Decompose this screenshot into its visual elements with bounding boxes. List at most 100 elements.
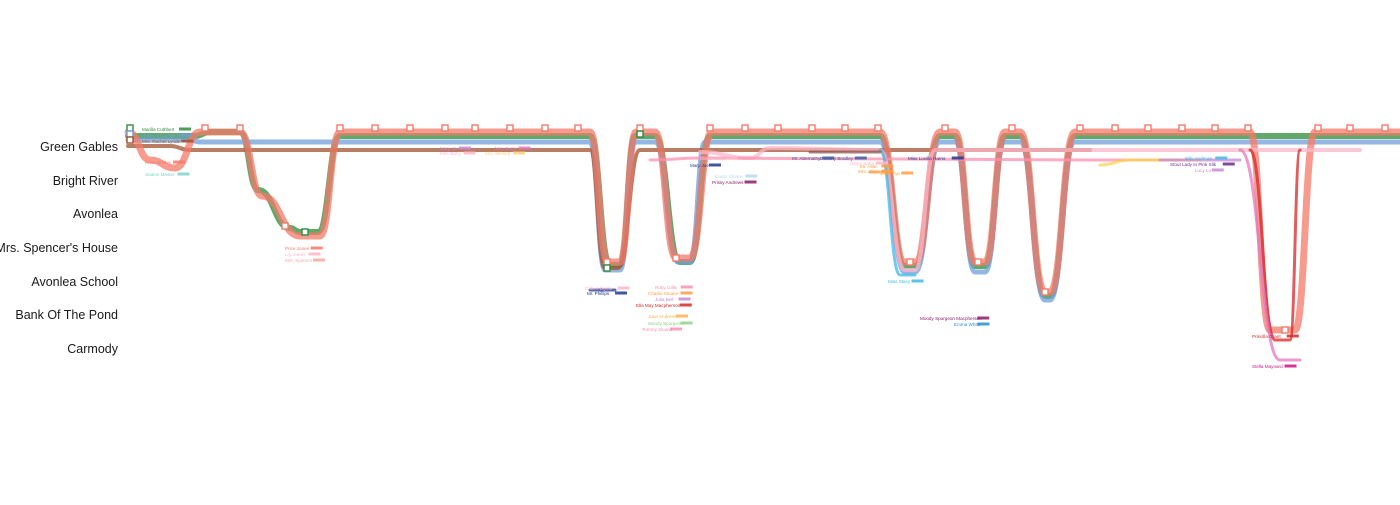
scene-marker-14 xyxy=(574,124,582,132)
character-bar-mr-allan-25 xyxy=(881,164,894,168)
character-bar-price-jones-5 xyxy=(310,246,323,250)
character-label-mrs-rachel-lynde-2: Mrs. Rachel Lynde xyxy=(142,139,181,144)
character-bar-lucy-lo-37 xyxy=(1211,168,1224,172)
scene-marker-16 xyxy=(603,264,611,272)
character-bar-jane-andrews-18 xyxy=(676,314,688,318)
character-label-carrie-sloane-23: Carrie Sloane xyxy=(715,174,744,179)
character-label-stella-maynard-39: Stella Maynard xyxy=(1252,364,1283,369)
scene-marker-29 xyxy=(1008,124,1016,132)
character-label-diana-barry-29: Diana Barry xyxy=(850,161,875,166)
character-bar-mrs-barry-8 xyxy=(463,151,476,155)
character-bar-lily-jones-6 xyxy=(308,252,321,256)
character-bar-mrs-spencer-7 xyxy=(313,258,325,262)
character-label-mrs-spencer-7: Mrs. Spencer xyxy=(285,258,313,263)
scene-marker-27 xyxy=(941,124,949,132)
character-label-matthew-cuthbert-1: Matthew Cuthbert xyxy=(142,133,179,138)
character-bar-julia-bell-16 xyxy=(678,297,691,301)
storyline-minnie-may-barry xyxy=(1238,148,1302,362)
scene-marker-1 xyxy=(126,130,134,138)
scene-marker-13 xyxy=(541,124,549,132)
character-label-mary-joe-22: Mary Joe xyxy=(690,163,709,168)
character-label-mrs-barry-11: Mrs. Barry xyxy=(495,146,517,151)
storyline-gilbert-blythe xyxy=(1248,148,1302,342)
storyline-josie-pye xyxy=(1098,158,1202,167)
scene-marker-35 xyxy=(1211,124,1219,132)
character-label-price-jones-5: Price Jones xyxy=(285,246,310,251)
character-bar-mrs-rachel-lynde-2 xyxy=(181,139,194,143)
scene-marker-38 xyxy=(1314,124,1322,132)
character-bar-ruby-gillis-14 xyxy=(680,285,693,289)
scene-marker-39 xyxy=(1346,124,1354,132)
location-label-bright-river: Bright River xyxy=(52,174,118,188)
character-bar-miss-lucilla-harris-31 xyxy=(951,156,964,160)
scene-marker-17 xyxy=(636,124,644,132)
character-bar-station-master-4 xyxy=(177,172,190,176)
character-label-charlie-sloane-15: Charlie Sloane xyxy=(648,291,679,296)
character-label-mr-allan-25: Mr. Allan xyxy=(860,164,878,169)
character-bar-miss-stacy-32 xyxy=(911,279,924,283)
character-label-lucy-lo-37: Lucy Lo xyxy=(1195,168,1212,173)
character-bar-mary-joe-22 xyxy=(709,163,721,167)
character-label-priscilla-grant-38: Priscilla Grant xyxy=(1252,334,1281,339)
scene-marker-20 xyxy=(706,124,714,132)
scene-marker-11 xyxy=(471,124,479,132)
character-label-station-master-4: Station Master xyxy=(145,172,175,177)
character-label-prissy-andrews-24: Prissy Andrews xyxy=(712,180,744,185)
character-bar-priscilla-grant-38 xyxy=(1286,334,1299,338)
character-label-billy-andrews-35: Billy Andrews xyxy=(1185,156,1213,161)
scene-marker-21 xyxy=(741,124,749,132)
character-bar-tommy-sloane-20 xyxy=(670,327,682,331)
scene-marker-28 xyxy=(974,258,982,266)
character-label-emma-white-34: Emma White xyxy=(954,322,981,327)
scene-marker-15 xyxy=(603,258,611,266)
character-label-miss-lucilla-harris-31: Miss Lucilla Harris xyxy=(908,156,946,161)
character-bar-moody-spurgeon-macpherson-33 xyxy=(977,316,990,320)
character-label-diana-barry-21: Diana Barry xyxy=(700,156,725,161)
scene-marker-26 xyxy=(906,258,914,266)
character-bar-marilla-cuthbert-0 xyxy=(179,127,191,131)
character-label-mrs-barry-8: Mrs. Barry xyxy=(440,151,462,156)
character-bar-mrs-allan-26 xyxy=(881,169,894,173)
scene-marker-9 xyxy=(406,124,414,132)
character-label-mary-joe-10: Mary Joe xyxy=(440,146,459,151)
character-label-dorothy-bradley-28: Dorothy Bradley xyxy=(820,156,854,161)
scene-marker-24 xyxy=(841,124,849,132)
storyline-miss-stacy xyxy=(878,148,917,277)
scene-marker-5 xyxy=(281,222,289,230)
character-bar-mary-joe-10 xyxy=(459,146,471,150)
character-label-lily-jones-6: Lily Jones xyxy=(285,252,306,257)
scene-marker-18 xyxy=(636,130,644,138)
character-bar-diana-barry-21 xyxy=(725,156,738,160)
scene-marker-7 xyxy=(336,124,344,132)
storyline-anne-shirley xyxy=(124,128,1400,334)
character-label-mrs-blewett-9: Mrs. Blewett xyxy=(485,151,511,156)
character-bar-emma-white-34 xyxy=(977,322,990,326)
character-bar-moody-spurgeon-19 xyxy=(680,321,693,325)
scene-marker-32 xyxy=(1111,124,1119,132)
location-label-green-gables: Green Gables xyxy=(40,140,118,154)
scene-marker-3 xyxy=(201,124,209,132)
character-label-ella-may-macpherson-17: Ella May Macpherson xyxy=(636,303,681,308)
character-label-tommy-sloane-20: Tommy Sloane xyxy=(642,327,673,332)
scene-marker-25 xyxy=(874,124,882,132)
character-label-mr-abernathy-27: Mr. Abernathy xyxy=(792,156,821,161)
character-bar-dorothy-bradley-28 xyxy=(854,156,867,160)
character-label-gilbert-blythe-12: Gilbert Blythe xyxy=(585,286,613,291)
character-label-josie-pye-30: Josie Pye xyxy=(880,171,900,176)
character-label-ruby-gillis-14: Ruby Gillis xyxy=(655,285,678,290)
character-label-anne-shirley-3: Anne Shirley xyxy=(145,160,172,165)
character-label-jane-andrews-18: Jane Andrews xyxy=(648,314,678,319)
character-bar-mrs-blewett-9 xyxy=(513,151,525,155)
location-label-carmody: Carmody xyxy=(67,342,118,356)
character-label-mr-phillips-13: Mr. Phillips xyxy=(587,291,610,296)
character-label-julia-bell-16: Julia Bell xyxy=(655,297,673,302)
scene-marker-30 xyxy=(1041,288,1049,296)
character-bar-josie-pye-30 xyxy=(901,171,914,175)
location-label-bank-of-the-pond: Bank Of The Pond xyxy=(15,308,118,322)
character-bar-stout-lady-in-pink-silk-36 xyxy=(1222,162,1235,166)
scene-marker-23 xyxy=(808,124,816,132)
character-label-marilla-cuthbert-0: Marilla Cuthbert xyxy=(142,127,175,132)
character-bar-charlie-sloane-15 xyxy=(680,291,693,295)
